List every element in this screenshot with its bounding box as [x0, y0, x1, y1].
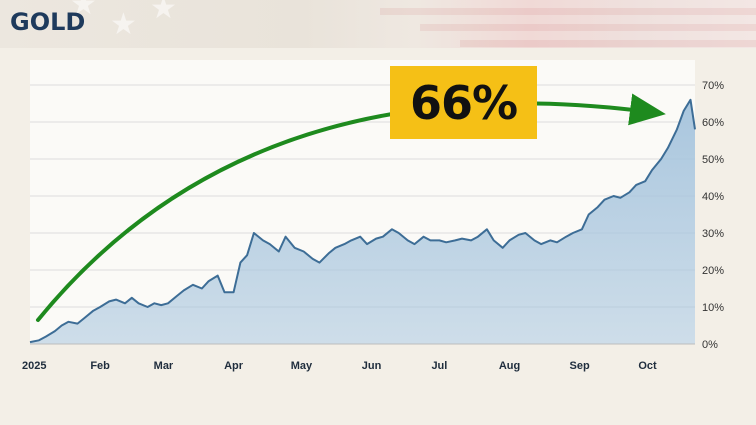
- star-icon: ★: [70, 0, 97, 21]
- header-banner: ★ ★ ★: [0, 0, 756, 48]
- flag-stripe: [420, 24, 756, 31]
- x-tick-label: Mar: [154, 360, 174, 372]
- y-tick-label: 20%: [702, 265, 724, 277]
- y-tick-label: 60%: [702, 117, 724, 129]
- x-tick-label: Jun: [362, 360, 382, 372]
- flag-stripe: [460, 40, 756, 47]
- y-tick-label: 10%: [702, 302, 724, 314]
- percent-badge: 66%: [390, 66, 537, 139]
- y-tick-label: 70%: [702, 80, 724, 92]
- y-tick-label: 40%: [702, 191, 724, 203]
- flag-stripe: [380, 8, 756, 15]
- y-tick-label: 30%: [702, 228, 724, 240]
- x-tick-label: 2025: [22, 360, 46, 372]
- y-tick-label: 0%: [702, 339, 718, 351]
- x-tick-label: Oct: [638, 360, 657, 372]
- page-title: GOLD: [10, 8, 86, 36]
- x-tick-label: Feb: [90, 360, 110, 372]
- x-tick-label: Aug: [499, 360, 520, 372]
- series-line: [29, 98, 696, 344]
- star-icon: ★: [110, 8, 137, 41]
- x-tick-label: Jul: [431, 360, 447, 372]
- series-area: [30, 99, 695, 344]
- y-tick-label: 50%: [702, 154, 724, 166]
- x-tick-label: Apr: [224, 360, 244, 372]
- x-tick-label: Sep: [570, 360, 590, 372]
- star-icon: ★: [150, 0, 177, 25]
- x-tick-label: May: [291, 360, 313, 372]
- trend-arrow: [36, 93, 666, 322]
